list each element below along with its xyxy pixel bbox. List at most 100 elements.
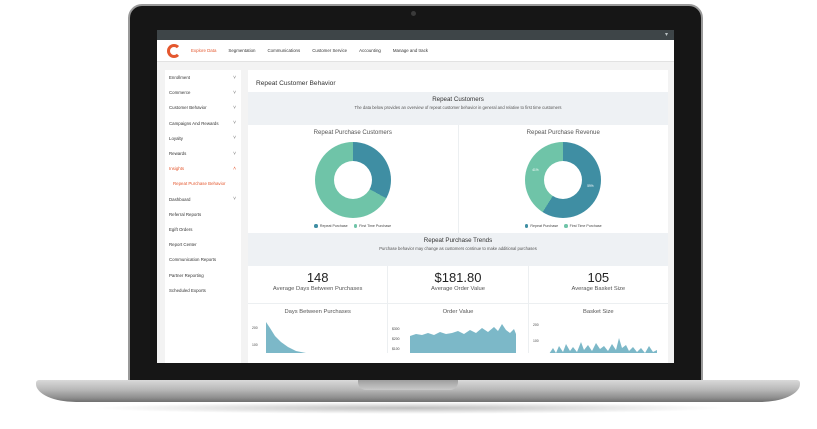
y-tick-label: $300 — [392, 327, 400, 331]
chevron-down-icon[interactable]: ▾ — [664, 32, 668, 38]
chevron-down-icon[interactable]: ˅ — [233, 89, 236, 96]
sidebar-item[interactable]: Loyalty ˅ — [165, 131, 241, 146]
laptop-shadow — [90, 402, 730, 414]
stat-days-between: 148 Average Days Between Purchases — [248, 266, 389, 303]
stat-value: $181.80 — [434, 270, 482, 285]
sidebar-item-label: Scheduled Exports — [169, 287, 206, 293]
stat-label: Average Order Value — [431, 286, 485, 292]
sidebar-item-label: Customer Behavior — [169, 105, 207, 111]
laptop-notch — [358, 380, 458, 390]
area-chart: 200 100 — [252, 322, 306, 353]
donut-panel-customers: Repeat Purchase Customers Repeat Purchas… — [248, 125, 459, 233]
chart-title: Basket Size — [583, 309, 614, 315]
sidebar-item[interactable]: Commerce ˅ — [165, 85, 241, 100]
sidebar-item[interactable]: Referral Reports — [165, 207, 241, 222]
sidebar-item-label: Commerce — [169, 90, 191, 96]
sidebar-item[interactable]: Campaigns And Rewards ˅ — [165, 116, 241, 131]
trend-charts: Days Between Purchases 200 100 Order Val… — [248, 303, 668, 353]
sidebar-item-label: Egift Orders — [169, 226, 193, 232]
y-tick-label: $100 — [392, 347, 400, 351]
donut-chart-customers[interactable] — [314, 142, 391, 218]
donut-row: Repeat Purchase Customers Repeat Purchas… — [248, 125, 668, 233]
donut-panel-revenue: Repeat Purchase Revenue 41% 59% Repeat P… — [459, 125, 669, 233]
chevron-down-icon[interactable]: ˅ — [233, 120, 236, 127]
nav-manage-and-track[interactable]: Manage and track — [392, 48, 428, 53]
top-nav: Explore Data Segmentation Communications… — [157, 40, 674, 62]
stat-label: Average Basket Size — [571, 286, 626, 292]
donut-title: Repeat Purchase Revenue — [526, 129, 600, 136]
chevron-down-icon[interactable]: ˅ — [233, 150, 236, 157]
main-panel: Repeat Customer Behavior Repeat Customer… — [248, 70, 668, 363]
legend-label: Repeat Purchase — [530, 224, 559, 228]
nav-communications[interactable]: Communications — [267, 48, 301, 53]
sidebar-item[interactable]: Customer Behavior ˅ — [165, 100, 241, 115]
sidebar-item[interactable]: Repeat Purchase Behavior — [165, 176, 241, 191]
chevron-down-icon[interactable]: ˄ — [233, 165, 236, 172]
legend-label: First Time Purchase — [569, 224, 602, 228]
area-series — [549, 338, 657, 353]
chevron-down-icon[interactable]: ˅ — [233, 196, 236, 203]
sidebar-item[interactable]: Scheduled Exports — [165, 283, 241, 298]
legend: Repeat Purchase First Time Purchase — [459, 224, 669, 228]
sidebar-item-label: Loyalty — [169, 135, 183, 141]
sidebar-item[interactable]: Insights ˄ — [165, 161, 241, 176]
donut-hole — [333, 161, 372, 199]
sidebar-item-label: Referral Reports — [169, 211, 202, 217]
stat-value: 105 — [587, 270, 610, 285]
chevron-down-icon[interactable]: ˅ — [233, 104, 236, 111]
sidebar-item[interactable]: Egift Orders — [165, 222, 241, 237]
donut-hole — [544, 161, 583, 199]
section-header-trends: Repeat Purchase Trends Purchase behavior… — [248, 233, 668, 266]
sidebar-item-label: Insights — [169, 166, 185, 172]
sidebar-item-label: Partner Reporting — [169, 272, 204, 278]
sidebar-item[interactable]: Communication Reports — [165, 252, 241, 267]
donut-slice-label: 41% — [532, 168, 539, 172]
section-heading: Repeat Customers — [432, 96, 484, 103]
chevron-down-icon[interactable]: ˅ — [233, 135, 236, 142]
chart-basket-size[interactable]: Basket Size 200 100 — [529, 304, 668, 353]
donut-chart-revenue[interactable]: 41% 59% — [525, 142, 602, 218]
stat-basket-size: 105 Average Basket Size — [529, 266, 668, 303]
legend-first: First Time Purchase — [564, 224, 602, 228]
sidebar-item[interactable]: Report Center — [165, 237, 241, 252]
sidebar-item-label: Communication Reports — [169, 257, 217, 263]
sidebar-item-label: Report Center — [169, 242, 197, 248]
sidebar-item-label: Repeat Purchase Behavior — [173, 181, 226, 187]
webcam — [411, 11, 416, 16]
area-chart: 200 100 — [533, 323, 657, 353]
chart-order-value[interactable]: Order Value $300 $200 $100 — [388, 304, 529, 353]
nav-customer-service[interactable]: Customer Service — [312, 48, 348, 53]
nav-explore-data[interactable]: Explore Data — [191, 48, 217, 53]
chart-days-between[interactable]: Days Between Purchases 200 100 — [248, 304, 389, 353]
legend-dot-icon — [353, 224, 358, 228]
area-series — [266, 322, 306, 353]
sidebar-item[interactable]: Rewards ˅ — [165, 146, 241, 161]
app-screen: ▾ Explore Data Segmentation Communicatio… — [157, 30, 674, 363]
nav-accounting[interactable]: Accounting — [359, 48, 381, 53]
sidebar-item[interactable]: Partner Reporting — [165, 267, 241, 282]
stat-value: 148 — [306, 270, 329, 285]
page-title: Repeat Customer Behavior — [256, 80, 336, 87]
sidebar-item[interactable]: Dashboard ˅ — [165, 192, 241, 207]
donut-slice-label: 59% — [587, 184, 594, 188]
legend-dot-icon — [564, 224, 568, 228]
nav-segmentation[interactable]: Segmentation — [228, 48, 256, 53]
y-tick-label: 100 — [533, 339, 539, 343]
y-tick-label: 200 — [533, 323, 539, 327]
top-bar: ▾ — [157, 30, 674, 40]
brand-logo-icon[interactable] — [167, 43, 181, 58]
sidebar-item-label: Campaigns And Rewards — [169, 120, 219, 126]
chart-title: Days Between Purchases — [284, 309, 351, 315]
section-header-repeat-customers: Repeat Customers The data below provides… — [248, 92, 668, 125]
section-heading: Repeat Purchase Trends — [423, 237, 493, 244]
chevron-down-icon[interactable]: ˅ — [233, 74, 236, 81]
stat-order-value: $181.80 Average Order Value — [388, 266, 529, 303]
y-tick-label: 100 — [252, 343, 258, 347]
legend: Repeat Purchase First Time Purchase — [248, 224, 458, 228]
sidebar-item-label: Rewards — [169, 151, 187, 157]
sidebar-item-label: Enrollment — [169, 75, 190, 81]
sidebar-item[interactable]: Enrollment ˅ — [165, 70, 241, 85]
legend-dot-icon — [524, 224, 529, 228]
area-series — [410, 324, 517, 353]
